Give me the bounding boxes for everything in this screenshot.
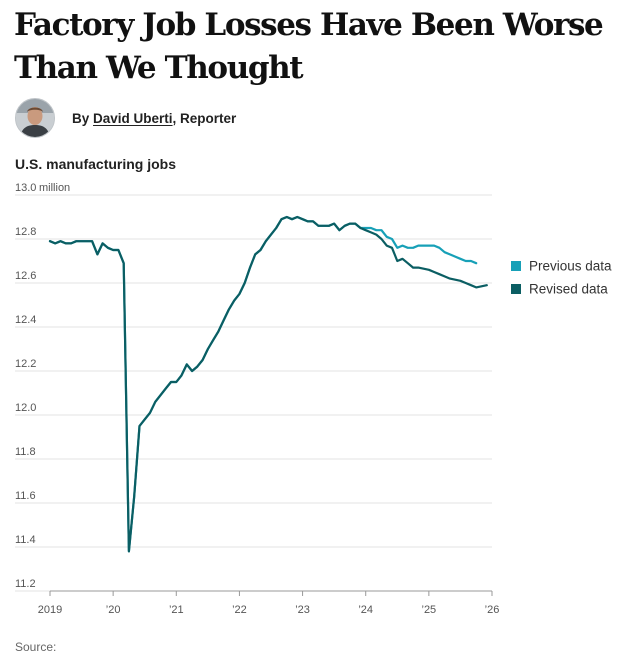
y-tick-label: 12.8: [15, 226, 36, 238]
legend-label: Previous data: [529, 259, 612, 274]
byline-prefix: By: [72, 110, 94, 126]
y-axis-unit-label: million: [39, 182, 70, 194]
x-tick-label: ’20: [106, 604, 121, 616]
y-tick-label: 13.0: [15, 182, 36, 194]
legend-label: Revised data: [529, 282, 608, 297]
y-tick-label: 12.4: [15, 314, 36, 326]
x-tick-label: ’21: [169, 604, 184, 616]
article-headline: Factory Job Losses Have Been Worse Than …: [14, 7, 604, 86]
y-tick-label: 11.6: [15, 490, 36, 502]
x-tick-label: ’26: [485, 604, 500, 616]
author-name-link[interactable]: David Uberti: [93, 110, 173, 126]
series-lines: [48, 215, 488, 553]
gridlines: [15, 194, 492, 592]
x-tick-label: ’25: [422, 604, 437, 616]
manufacturing-jobs-chart: 13.0 million 12.8 12.6 12.4 12.2 12.0 11.8 11.6 1…: [15, 182, 612, 616]
y-tick-label: 11.2: [15, 578, 36, 590]
author-avatar[interactable]: [15, 98, 55, 138]
x-tick-label: ’23: [295, 604, 310, 616]
y-tick-label: 12.0: [15, 402, 36, 414]
byline-text: By David Uberti, Reporter: [72, 111, 236, 126]
author-photo-icon: [16, 99, 54, 137]
chart-title: U.S. manufacturing jobs: [15, 156, 177, 172]
y-tick-label: 11.8: [15, 446, 36, 458]
x-tick-label: ’22: [232, 604, 247, 616]
legend: Previous data Revised data: [511, 259, 612, 297]
legend-swatch: [511, 284, 521, 294]
y-tick-label: 11.4: [15, 534, 36, 546]
x-tick-label: ’24: [358, 604, 373, 616]
series-line-revised: [48, 215, 488, 553]
byline: By David Uberti, Reporter: [15, 98, 236, 138]
y-tick-label: 12.2: [15, 358, 36, 370]
legend-swatch: [511, 261, 521, 271]
y-axis-ticks: 13.0 million 12.8 12.6 12.4 12.2 12.0 11.8 11.6 1…: [15, 182, 70, 590]
x-tick-label: 2019: [38, 604, 62, 616]
author-role: , Reporter: [172, 110, 237, 126]
x-axis-ticks: 2019 ’20 ’21 ’22 ’23 ’24 ’25 ’26: [38, 591, 500, 616]
source-label: Source:: [15, 640, 57, 654]
y-tick-label: 12.6: [15, 270, 36, 282]
